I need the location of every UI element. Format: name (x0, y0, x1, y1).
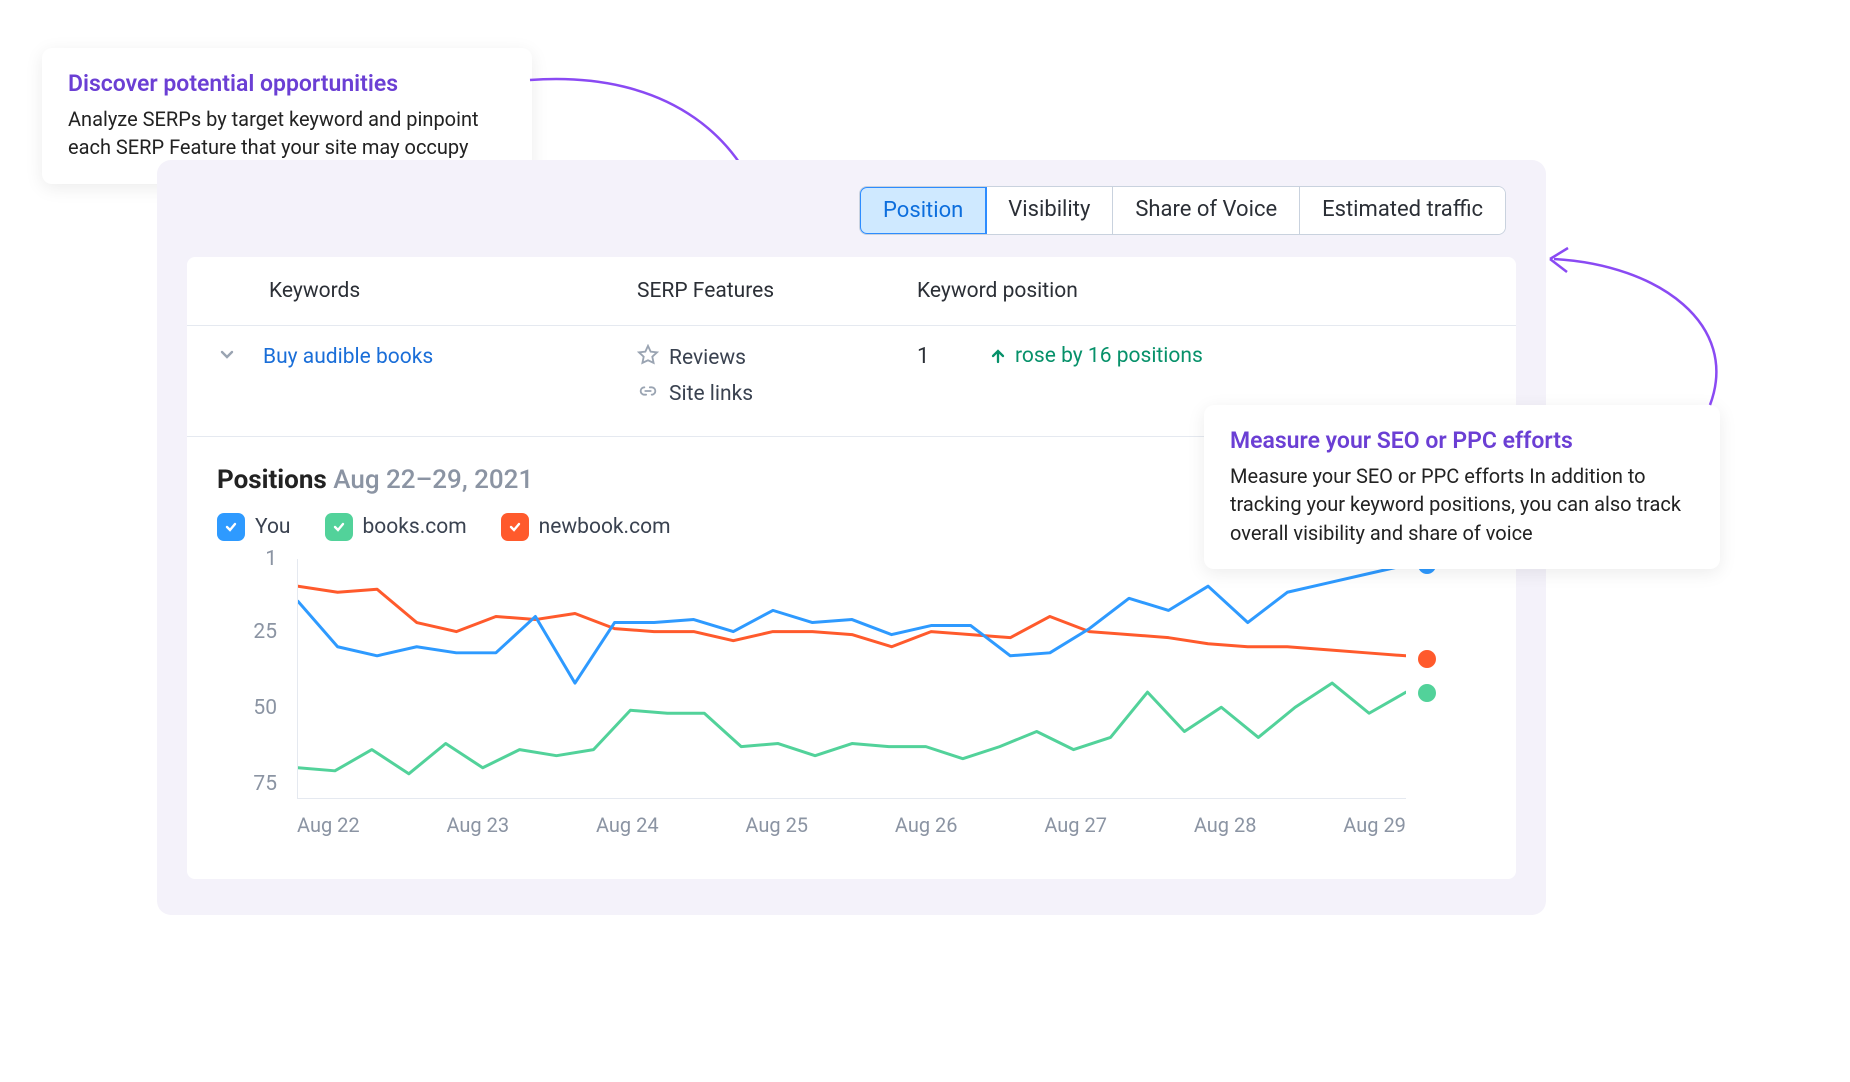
serp-feature-label: Reviews (669, 346, 746, 370)
x-tick: Aug 26 (895, 813, 958, 837)
x-tick: Aug 22 (297, 813, 360, 837)
position-change: rose by 16 positions (989, 344, 1203, 368)
legend-item[interactable]: newbook.com (501, 513, 671, 541)
y-tick: 1 (265, 547, 277, 571)
position-change-text: rose by 16 positions (1015, 344, 1203, 368)
annotation-arrow-right (1540, 245, 1760, 415)
legend-swatch (217, 513, 245, 541)
x-tick: Aug 23 (446, 813, 509, 837)
series-end-dot (1418, 650, 1436, 668)
tab-position[interactable]: Position (859, 186, 987, 235)
keyword-link[interactable]: Buy audible books (263, 345, 433, 369)
legend-label: newbook.com (539, 515, 671, 539)
legend-label: You (255, 515, 291, 539)
position-value: 1 (917, 344, 947, 369)
x-tick: Aug 28 (1194, 813, 1257, 837)
legend-item[interactable]: You (217, 513, 291, 541)
y-axis: 1255075 (217, 559, 287, 799)
x-tick: Aug 29 (1343, 813, 1406, 837)
legend-swatch (501, 513, 529, 541)
y-tick: 50 (253, 696, 277, 720)
link-icon (637, 380, 659, 408)
plot-area (297, 559, 1406, 799)
chart-area: 1255075 Aug 22Aug 23Aug 24Aug 25Aug 26Au… (217, 559, 1486, 869)
y-tick: 75 (253, 772, 277, 796)
col-header-serp: SERP Features (637, 279, 917, 303)
legend-swatch (325, 513, 353, 541)
serp-feature-item: Reviews (637, 344, 917, 372)
serp-feature-item: Site links (637, 380, 917, 408)
tab-share-of-voice[interactable]: Share of Voice (1113, 187, 1300, 234)
callout-title: Discover potential opportunities (68, 70, 506, 97)
serp-feature-label: Site links (669, 382, 753, 406)
callout-measure: Measure your SEO or PPC efforts Measure … (1204, 405, 1720, 569)
table-header: Keywords SERP Features Keyword position (187, 257, 1516, 326)
x-axis: Aug 22 Aug 23 Aug 24 Aug 25 Aug 26 Aug 27 Aug … (297, 813, 1406, 837)
legend-label: books.com (363, 515, 467, 539)
col-header-keywords: Keywords (217, 279, 637, 303)
callout-body: Analyze SERPs by target keyword and pinp… (68, 105, 506, 162)
callout-title: Measure your SEO or PPC efforts (1230, 427, 1694, 454)
tabs-group: PositionVisibilityShare of VoiceEstimate… (859, 186, 1506, 235)
series-end-dot (1418, 684, 1436, 702)
x-tick: Aug 24 (596, 813, 659, 837)
x-tick: Aug 25 (745, 813, 808, 837)
chevron-down-icon[interactable] (217, 344, 237, 370)
col-header-position: Keyword position (917, 279, 1486, 303)
tab-estimated-traffic[interactable]: Estimated traffic (1300, 187, 1505, 234)
arrow-up-icon (989, 347, 1007, 365)
star-icon (637, 344, 659, 372)
x-tick: Aug 27 (1044, 813, 1107, 837)
tabs-row: PositionVisibilityShare of VoiceEstimate… (157, 186, 1546, 257)
y-tick: 25 (253, 620, 277, 644)
legend-item[interactable]: books.com (325, 513, 467, 541)
tab-visibility[interactable]: Visibility (986, 187, 1113, 234)
callout-body: Measure your SEO or PPC efforts In addit… (1230, 462, 1694, 547)
